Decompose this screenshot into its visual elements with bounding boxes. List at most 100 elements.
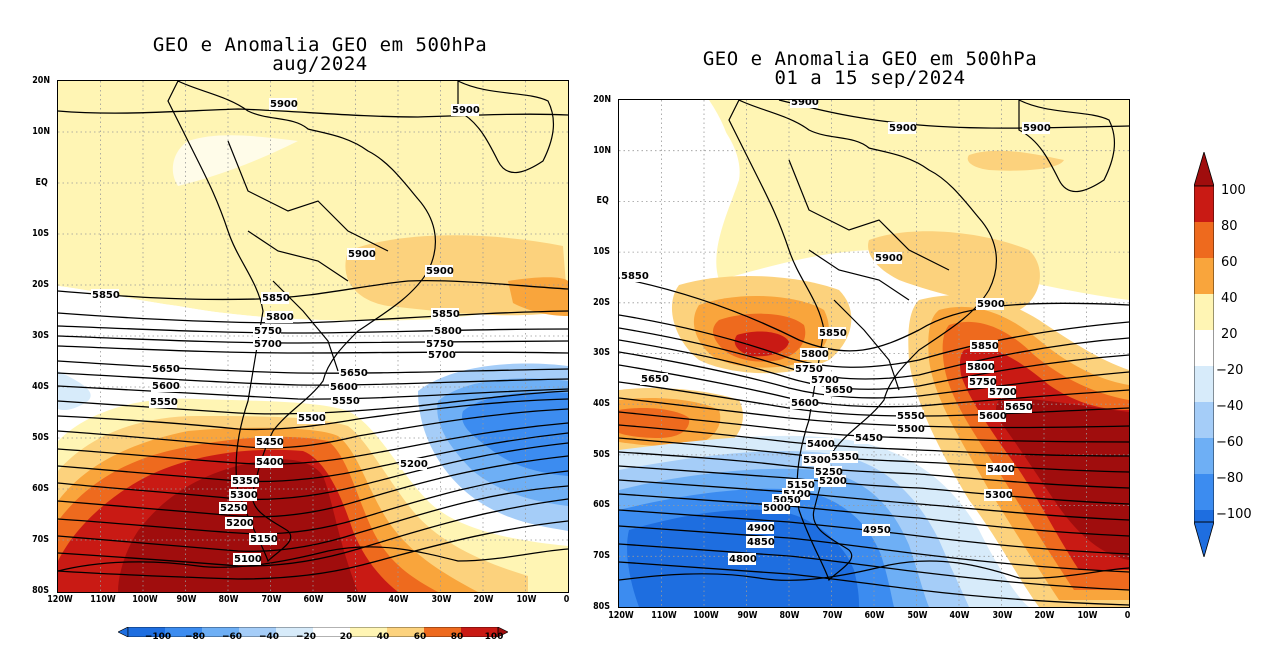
contour-label: 5850 (92, 290, 120, 301)
left-contour-labels: 5900 5900 5900 5900 5850 5850 5850 5800 … (91, 98, 480, 565)
lat-label: 40S (593, 398, 611, 409)
lat-label: EQ (35, 177, 48, 188)
contour-label: 5400 (256, 457, 284, 468)
hcb-label: −80 (184, 632, 206, 642)
horizontal-colorbar-svg (117, 626, 509, 638)
lon-label: 20W (1034, 610, 1055, 621)
contour-label: 5900 (348, 249, 376, 260)
hcb-label: −60 (221, 632, 243, 642)
vertical-colorbar: 100 80 60 40 20 −20 −40 −60 −80 −100 (1193, 150, 1254, 559)
hcb-label: 20 (339, 632, 353, 642)
lon-label: 80W (218, 594, 239, 605)
contour-label: 5850 (971, 341, 999, 352)
lat-label: 10S (32, 228, 50, 239)
contour-label: 5750 (254, 326, 282, 337)
hcb-label: −100 (144, 632, 172, 642)
lat-label: 50S (593, 449, 611, 460)
left-contours (58, 108, 568, 580)
contour-label: 5450 (256, 437, 284, 448)
contour-label: 4900 (747, 523, 775, 534)
lon-label: 10W (1077, 610, 1098, 621)
contour-label: 5000 (763, 503, 791, 514)
lon-label: 120W (47, 594, 73, 605)
lat-label: 70S (593, 550, 611, 561)
contour-label: 5800 (434, 326, 462, 337)
right-map-title: GEO e Anomalia GEO em 500hPa 01 a 15 sep… (620, 50, 1120, 88)
lon-label: 0 (563, 594, 570, 605)
contour-label: 5800 (967, 362, 995, 373)
vcb-label: 40 (1221, 291, 1238, 306)
lon-label: 20W (473, 594, 494, 605)
lon-label: 110W (90, 594, 116, 605)
contour-label: 5600 (330, 382, 358, 393)
lon-label: 10W (516, 594, 537, 605)
lat-label: 60S (32, 483, 50, 494)
lon-label: 50W (907, 610, 928, 621)
contour-label: 4850 (747, 537, 775, 548)
contour-label: 5700 (989, 387, 1017, 398)
contour-label: 5150 (250, 534, 278, 545)
left-map-svg: 5900 5900 5900 5900 5850 5850 5850 5800 … (58, 81, 568, 592)
contour-label: 5200 (226, 518, 254, 529)
lon-label: 30W (992, 610, 1013, 621)
contour-label: 5600 (152, 381, 180, 392)
contour-label: 5900 (889, 123, 917, 134)
contour-label: 5600 (979, 411, 1007, 422)
left-map-title: GEO e Anomalia GEO em 500hPa aug/2024 (70, 36, 570, 74)
contour-label: 4950 (863, 525, 891, 536)
contour-label: 5050 (773, 495, 801, 506)
lat-label: 10N (32, 126, 51, 137)
lon-label: 80W (779, 610, 800, 621)
hcb-label: −20 (295, 632, 317, 642)
vcb-label: 100 (1221, 183, 1246, 198)
right-title-line2: 01 a 15 sep/2024 (774, 67, 966, 89)
contour-label: 5900 (426, 266, 454, 277)
lon-label: 50W (346, 594, 367, 605)
lat-label: 10S (593, 246, 611, 257)
lat-label: EQ (596, 195, 609, 206)
lon-label: 60W (303, 594, 324, 605)
lat-label: 50S (32, 432, 50, 443)
hcb-label: 40 (376, 632, 390, 642)
contour-label: 5300 (803, 455, 831, 466)
contour-label: 5100 (234, 554, 262, 565)
contour-label: 5850 (432, 309, 460, 320)
contour-label: 5550 (150, 397, 178, 408)
vertical-colorbar-svg (1193, 150, 1215, 559)
contour-label: 5800 (801, 349, 829, 360)
hcb-label: 60 (413, 632, 427, 642)
lon-label: 60W (864, 610, 885, 621)
contour-label: 5750 (426, 339, 454, 350)
contour-label: 5150 (787, 480, 815, 491)
right-coastline (619, 100, 1129, 582)
vcb-label: 80 (1221, 219, 1238, 234)
lat-label: 30S (32, 330, 50, 341)
contour-label: 5850 (819, 328, 847, 339)
contour-label: 5600 (791, 398, 819, 409)
vcb-label: 20 (1221, 327, 1238, 342)
contour-label: 5350 (831, 452, 859, 463)
contour-label: 5900 (977, 299, 1005, 310)
lon-label: 90W (176, 594, 197, 605)
lat-label: 30S (593, 347, 611, 358)
lat-label: 20N (32, 75, 51, 86)
horizontal-colorbar: −100 −80 −60 −40 −20 20 40 60 80 100 (117, 624, 509, 642)
contour-label: 5700 (811, 375, 839, 386)
lon-label: 0 (1124, 610, 1131, 621)
contour-label: 5650 (641, 374, 669, 385)
contour-label: 5900 (1023, 123, 1051, 134)
vcb-label: 60 (1221, 255, 1238, 270)
left-title-line1: GEO e Anomalia GEO em 500hPa (152, 34, 488, 56)
lon-label: 100W (132, 594, 158, 605)
contour-label: 5900 (875, 253, 903, 264)
contour-label: 5800 (266, 312, 294, 323)
contour-label: 5750 (795, 364, 823, 375)
contour-label: 5350 (232, 476, 260, 487)
contour-label: 5450 (855, 433, 883, 444)
contour-label: 5650 (825, 385, 853, 396)
contour-label: 5550 (897, 411, 925, 422)
contour-label: 5850 (621, 271, 649, 282)
lat-label: 70S (32, 534, 50, 545)
contour-label: 5850 (262, 293, 290, 304)
contour-label: 5750 (969, 377, 997, 388)
